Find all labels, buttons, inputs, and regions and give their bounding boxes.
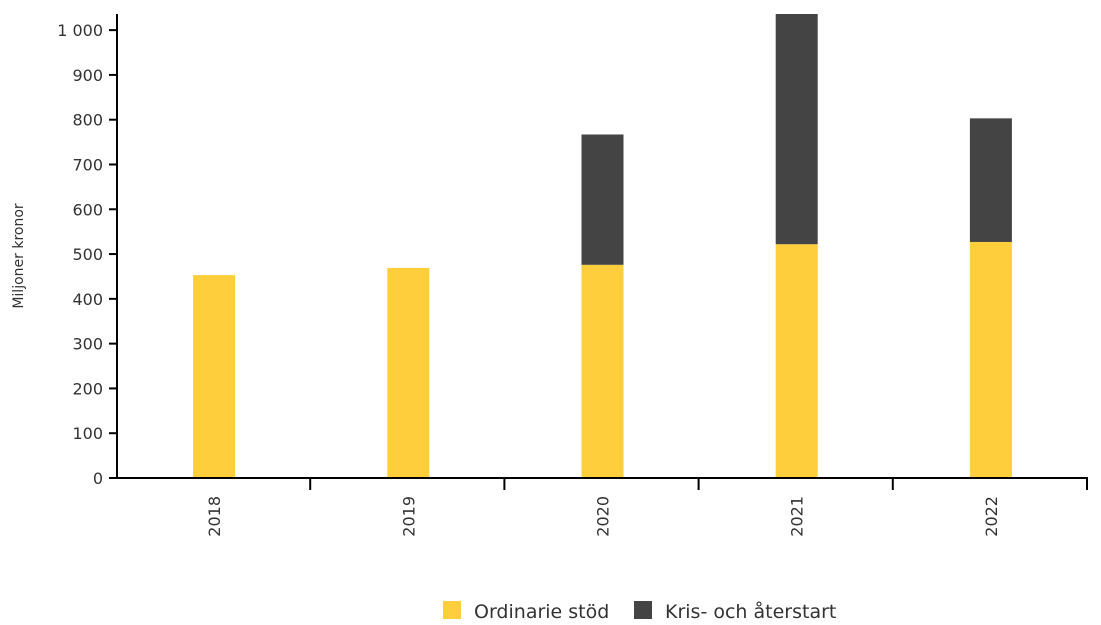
x-axis: 2018 2019 2020 2021 2022 (116, 477, 1088, 537)
y-tick-label: 0 (93, 469, 103, 488)
x-tick-label: 2022 (982, 496, 1001, 537)
legend-swatch (634, 601, 652, 619)
bar-2020-series-0 (581, 264, 624, 478)
legend-label: Kris- och återstart (665, 600, 836, 623)
y-tick-label: 400 (72, 290, 103, 309)
y-tick-label: 500 (72, 245, 103, 264)
bar-2021-series-1 (775, 14, 818, 245)
y-tick-label: 200 (72, 379, 103, 398)
y-tick-label: 300 (72, 335, 103, 354)
bar-2022-series-1 (969, 118, 1012, 242)
bar-2019-series-0 (387, 267, 430, 478)
y-axis-title: Miljoner kronor (11, 203, 27, 309)
bars (193, 14, 1012, 478)
x-tick-label: 2018 (205, 496, 224, 537)
bar-2022-series-0 (969, 241, 1012, 478)
x-tick-label: 2020 (594, 496, 613, 537)
y-tick-label: 600 (72, 200, 103, 219)
y-axis: 0 100 200 300 400 500 600 700 800 900 1 000 (57, 14, 118, 488)
legend: Ordinarie stöd Kris- och återstart (443, 600, 836, 623)
x-tick-label: 2021 (788, 496, 807, 537)
x-tick-label: 2019 (399, 496, 418, 537)
legend-swatch (443, 601, 461, 619)
bar-2020-series-1 (581, 134, 624, 265)
bar-2018-series-0 (193, 275, 236, 478)
y-tick-label: 1 000 (57, 21, 103, 40)
y-tick-label: 100 (72, 424, 103, 443)
y-tick-label: 700 (72, 155, 103, 174)
bar-2021-series-0 (775, 244, 818, 478)
legend-label: Ordinarie stöd (474, 601, 609, 623)
y-tick-label: 800 (72, 111, 103, 130)
y-tick-label: 900 (72, 66, 103, 85)
